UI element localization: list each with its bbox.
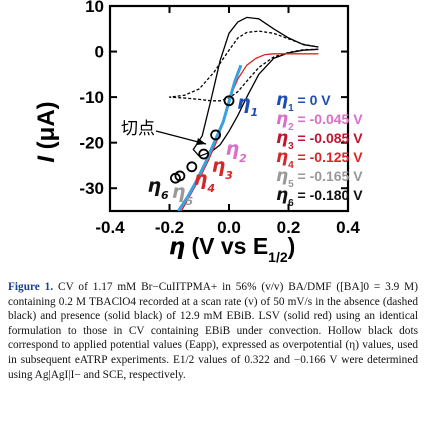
x-tick-label: 0.4 bbox=[336, 218, 360, 237]
point-label: η1 bbox=[237, 92, 258, 119]
figure-caption: Figure 1. CV of 1.17 mM Br−CuIITPMA+ in … bbox=[8, 280, 418, 382]
caption-text: CV of 1.17 mM Br−CuIITPMA+ in 56% (v/v) … bbox=[8, 281, 418, 381]
legend: η1 = 0 Vη2 = -0.045 Vη3 = -0.085 Vη4 = -… bbox=[276, 90, 363, 209]
y-tick-label: 10 bbox=[85, 0, 104, 16]
point-label: η5 bbox=[172, 181, 194, 208]
legend-entry: η6 = -0.180 V bbox=[276, 185, 363, 209]
eapp-point bbox=[186, 161, 198, 173]
x-tick-label: -0.4 bbox=[95, 218, 125, 237]
y-tick-label: -20 bbox=[79, 134, 104, 153]
series-line-2 bbox=[192, 16, 319, 157]
eapp-point bbox=[223, 95, 235, 107]
point-label: η6 bbox=[147, 175, 169, 202]
y-axis-unit: (μA) bbox=[33, 101, 60, 156]
series-line-4 bbox=[177, 64, 243, 211]
y-axis-symbol: I bbox=[33, 155, 60, 163]
eapp-point bbox=[198, 148, 210, 160]
x-axis-close: ) bbox=[288, 233, 296, 259]
legend-entry: η1 = 0 V bbox=[276, 90, 331, 114]
x-tick-label: -0.2 bbox=[155, 218, 184, 237]
x-axis-text: (V vs E bbox=[185, 233, 268, 259]
point-label: η2 bbox=[226, 138, 248, 165]
y-tick-label: -30 bbox=[79, 179, 104, 198]
x-tick-label: 0.2 bbox=[277, 218, 301, 237]
point-label: η3 bbox=[212, 155, 234, 182]
legend-entry: η2 = -0.045 V bbox=[276, 109, 363, 133]
x-tick-label: 0.0 bbox=[217, 218, 241, 237]
y-axis-title: I (μA) bbox=[33, 101, 60, 162]
eapp-point bbox=[170, 172, 181, 184]
legend-entry: η5 = -0.165 V bbox=[276, 166, 363, 190]
legend-entry: η3 = -0.085 V bbox=[276, 128, 363, 152]
x-axis-title: η (V vs E1/2) bbox=[169, 233, 296, 265]
tangent-annotation: 切点 bbox=[121, 119, 207, 145]
series-line-1 bbox=[168, 30, 319, 102]
x-axis-symbol: η bbox=[169, 234, 185, 260]
legend-entry: η4 = -0.125 V bbox=[276, 147, 363, 171]
eapp-point bbox=[210, 129, 222, 141]
point-label: η4 bbox=[194, 168, 215, 195]
annotation-text: 切点 bbox=[121, 119, 155, 139]
series-layer bbox=[168, 16, 319, 211]
axis-ticks: -0.4 -0.2 0.0 0.2 0.4 10 0 -10 -20 -30 bbox=[79, 0, 360, 237]
x-axis-subscript: 1/2 bbox=[268, 249, 288, 265]
y-tick-label: -10 bbox=[79, 88, 104, 107]
y-tick-label: 0 bbox=[95, 43, 104, 62]
annotation-arrowhead bbox=[196, 138, 206, 145]
caption-label: Figure 1. bbox=[8, 281, 54, 293]
